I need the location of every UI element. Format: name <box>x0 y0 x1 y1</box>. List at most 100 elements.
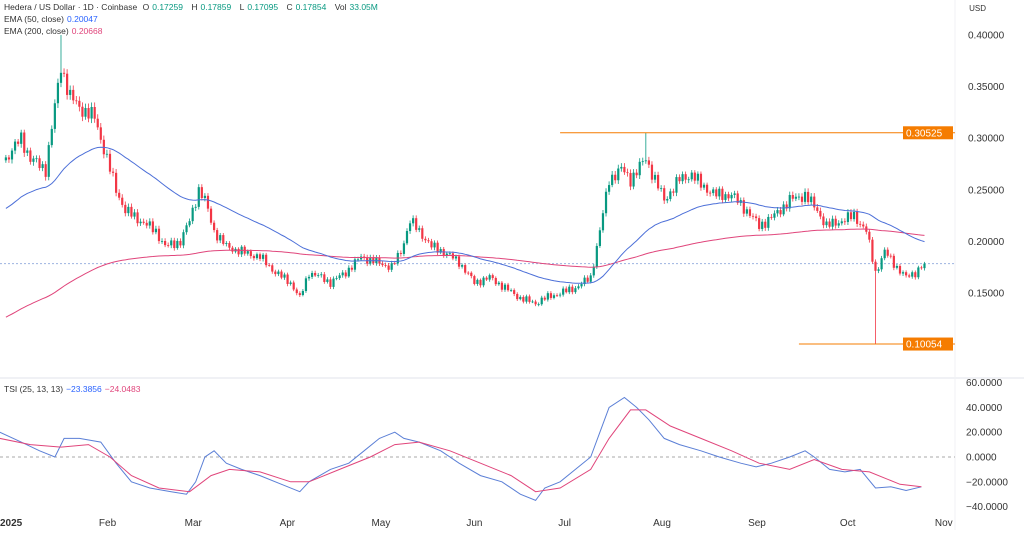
candle-body <box>151 221 154 233</box>
candle-body <box>626 172 629 174</box>
candle-body <box>764 221 767 228</box>
candle-body <box>678 177 681 182</box>
time-tick-label: Jul <box>558 518 571 529</box>
candle-body <box>350 267 353 270</box>
candle-body <box>482 277 485 286</box>
candle-body <box>601 213 605 231</box>
candle-body <box>525 296 528 302</box>
candle-body <box>702 184 706 188</box>
candle-body <box>81 106 84 117</box>
time-tick-label: Sep <box>748 518 766 529</box>
candle-body <box>803 191 807 202</box>
candle-body <box>464 265 467 273</box>
candle-body <box>892 255 895 268</box>
candle-body <box>35 158 38 160</box>
candle-body <box>200 187 203 198</box>
ema50-value: 0.20047 <box>67 14 98 24</box>
candle-body <box>715 189 718 197</box>
candle-body <box>271 265 274 272</box>
candle-body <box>901 272 905 274</box>
candle-body <box>718 188 721 197</box>
candle-body <box>66 73 69 95</box>
candle-body <box>304 278 308 291</box>
candle-body <box>491 275 494 279</box>
candle-body <box>118 192 121 198</box>
candle-body <box>50 128 53 146</box>
candle-body <box>549 293 553 298</box>
candle-body <box>261 254 265 259</box>
candle-body <box>249 251 252 257</box>
time-tick-label: Aug <box>653 518 671 529</box>
candle-body <box>412 218 415 224</box>
candle-body <box>7 157 11 160</box>
candle-body <box>188 221 191 226</box>
candle-body <box>589 275 592 282</box>
candle-body <box>387 265 390 270</box>
candle-body <box>816 207 819 211</box>
volume-label: Vol <box>334 2 347 12</box>
candle-body <box>656 174 660 189</box>
time-tick-label: Feb <box>99 518 117 529</box>
candle-body <box>895 265 899 268</box>
time-tick-label: Apr <box>280 518 296 529</box>
tsi-legend[interactable]: TSI (25, 13, 13) −23.3856 −24.0483 <box>4 384 143 394</box>
candle-body <box>41 164 44 169</box>
ema200-legend[interactable]: EMA (200, close) 0.20668 <box>4 26 105 36</box>
candle-body <box>770 216 773 218</box>
ema50-label: EMA (50, close) <box>4 14 64 24</box>
candle-body <box>794 196 797 199</box>
candle-body <box>758 218 761 229</box>
candle-body <box>629 173 632 187</box>
candle-body <box>258 254 262 259</box>
candle-body <box>709 192 712 194</box>
candle-body <box>751 215 755 217</box>
candle-body <box>604 191 608 214</box>
candle-body <box>500 282 504 290</box>
candle-body <box>191 207 194 222</box>
candle-body <box>209 208 213 223</box>
candle-body <box>819 210 822 217</box>
close-value: 0.17854 <box>295 2 327 12</box>
candle-body <box>145 222 148 226</box>
candle-body <box>822 216 825 226</box>
candle-body <box>53 103 56 129</box>
candle-body <box>72 89 75 101</box>
candle-body <box>877 269 880 271</box>
candle-body <box>289 282 292 284</box>
candle-body <box>889 255 892 257</box>
time-tick-label: 2025 <box>0 518 23 529</box>
candle-body <box>914 272 917 278</box>
candle-body <box>513 290 516 294</box>
candle-body <box>320 274 323 276</box>
candle-body <box>862 224 865 227</box>
candles <box>4 35 926 345</box>
candle-body <box>834 218 837 226</box>
candle-body <box>424 238 427 241</box>
time-tick-label: May <box>371 518 390 529</box>
candle-body <box>675 177 678 193</box>
candle-body <box>23 132 26 153</box>
candle-body <box>849 212 853 220</box>
candle-body <box>767 216 770 228</box>
ema200-value: 0.20668 <box>71 26 103 36</box>
candle-body <box>32 158 35 162</box>
price-tick-label: 0.35000 <box>968 82 1005 93</box>
candle-body <box>93 107 96 119</box>
candle-body <box>160 240 164 242</box>
candle-body <box>672 191 675 193</box>
candle-body <box>277 271 280 275</box>
candle-body <box>4 157 7 161</box>
candle-body <box>663 188 666 201</box>
candle-body <box>314 272 317 276</box>
candle-body <box>598 230 602 246</box>
tsi-tick-label: −20.0000 <box>966 477 1008 488</box>
ema50-legend[interactable]: EMA (50, close) 0.20047 <box>4 14 101 24</box>
level-price-badge <box>903 337 953 351</box>
level-price-badge <box>903 126 953 140</box>
candle-body <box>427 240 430 242</box>
candle-body <box>724 194 727 200</box>
candle-body <box>537 304 540 306</box>
candle-body <box>632 172 635 187</box>
candle-body <box>467 272 470 274</box>
